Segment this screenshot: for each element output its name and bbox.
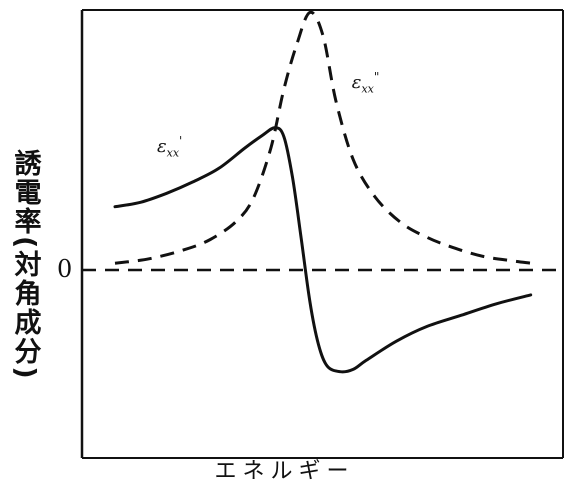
series-eps-imag-line <box>114 10 531 265</box>
zero-tick-label: 0 <box>57 255 73 283</box>
series-eps-imag-label: εxx" <box>351 69 380 96</box>
x-axis-label: エネルギー <box>214 459 355 484</box>
series-eps-real-label: εxx' <box>156 133 183 160</box>
series-eps-real-line <box>113 126 533 374</box>
y-axis-label: 誘電率(対角成分) <box>9 149 41 381</box>
